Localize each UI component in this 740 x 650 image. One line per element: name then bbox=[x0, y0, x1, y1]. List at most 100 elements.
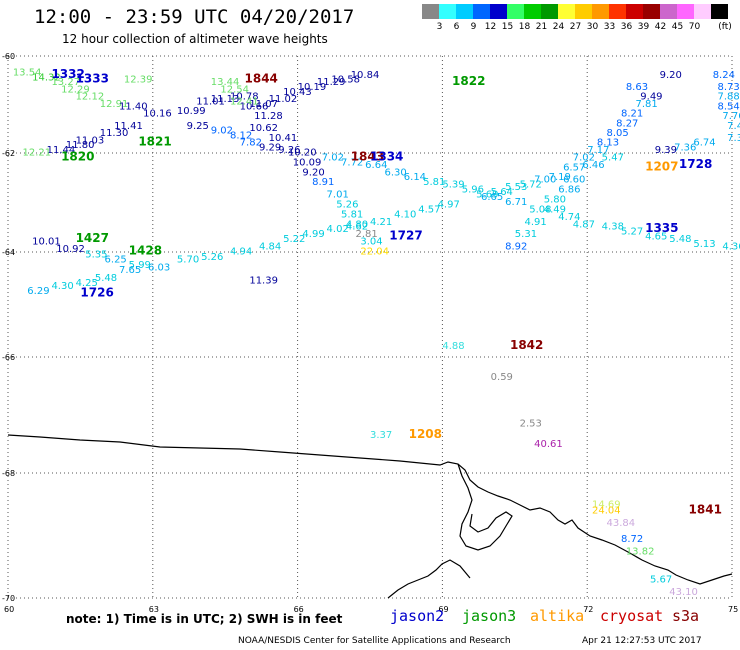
chart-title: 12:00 - 23:59 UTC 04/20/2017 bbox=[34, 6, 355, 28]
wave-height-label: 13.82 bbox=[626, 546, 655, 557]
wave-height-label: 7.00 bbox=[534, 175, 556, 186]
wave-height-label: 7.36 bbox=[674, 143, 696, 154]
wave-height-label: 5.53 bbox=[505, 182, 527, 193]
wave-height-label: 10.43 bbox=[283, 87, 312, 98]
lat-tick-label: -70 bbox=[2, 594, 15, 603]
wave-height-label: 7.82 bbox=[240, 138, 262, 149]
wave-height-label: 6.03 bbox=[148, 262, 170, 273]
wave-height-label: 5.26 bbox=[336, 199, 358, 210]
wave-height-label: 4.02 bbox=[327, 224, 349, 235]
wave-height-label: 7.37 bbox=[727, 133, 740, 144]
wave-height-label: 5.08 bbox=[529, 204, 551, 215]
wave-height-label: 11.40 bbox=[119, 101, 148, 112]
pass-time-label: 1726 bbox=[80, 286, 113, 300]
lon-tick-label: 72 bbox=[583, 605, 593, 614]
lat-tick-label: -60 bbox=[2, 52, 15, 61]
pass-time-label: 1727 bbox=[389, 229, 422, 243]
wave-height-label: 8.92 bbox=[505, 242, 527, 253]
wave-height-label: 7.02 bbox=[322, 152, 344, 163]
axis-ticks: 60 63 66 69 72 75 -60 -62 -64 -66 -68 -70 bbox=[2, 52, 738, 614]
pass-time-label: 1842 bbox=[510, 338, 543, 352]
legend-unit: (ft) bbox=[718, 22, 732, 32]
legend-swatch bbox=[473, 4, 490, 19]
wave-height-label: 11.29 bbox=[317, 77, 346, 88]
satellite-s3a: s3a bbox=[672, 607, 700, 625]
pass-time-label: 1334 bbox=[370, 149, 403, 163]
wave-height-label: 5.96 bbox=[462, 185, 484, 196]
wave-height-label: 8.21 bbox=[621, 109, 643, 120]
wave-height-label: 22.04 bbox=[360, 247, 389, 258]
wave-height-label: 7.01 bbox=[327, 190, 349, 201]
wave-height-label: 5.48 bbox=[669, 234, 691, 245]
wave-height-label: 4.88 bbox=[442, 341, 464, 352]
wave-height-label: 10.16 bbox=[143, 109, 172, 120]
legend-swatch bbox=[694, 4, 711, 19]
wave-height-label: 12.21 bbox=[22, 147, 51, 158]
wave-height-label: 11.03 bbox=[76, 135, 105, 146]
wave-height-label: 13.44 bbox=[211, 77, 240, 88]
legend-label: 39 bbox=[637, 22, 650, 32]
wave-height-label: 8.73 bbox=[718, 82, 740, 93]
wave-height-label: 8.63 bbox=[626, 82, 648, 93]
pass-time-label: 1335 bbox=[645, 221, 678, 235]
wave-height-label: 11.13 bbox=[211, 94, 240, 105]
wave-height-label: 8.13 bbox=[597, 138, 619, 149]
legend-label: 30 bbox=[586, 22, 599, 32]
wave-height-label: 9.20 bbox=[660, 70, 682, 81]
wave-height-label: 2.53 bbox=[520, 419, 542, 430]
wave-height-label: 7.65 bbox=[119, 265, 141, 276]
wave-height-label: 0.59 bbox=[491, 372, 513, 383]
wave-height-label: 7.72 bbox=[341, 157, 363, 168]
wave-height-label: 9.39 bbox=[655, 145, 677, 156]
note-text: note: 1) Time is in UTC; 2) SWH is in fe… bbox=[66, 612, 343, 626]
wave-height-label: 43.84 bbox=[607, 518, 636, 529]
wave-height-label: 12.12 bbox=[76, 92, 105, 103]
wave-height-label: 10.84 bbox=[351, 70, 380, 81]
wave-height-label: 10.62 bbox=[249, 123, 278, 134]
legend-label: 15 bbox=[501, 22, 514, 32]
wave-height-label: 4.87 bbox=[573, 219, 595, 230]
pass-time-label: 1822 bbox=[452, 74, 485, 88]
wave-height-label: 6.25 bbox=[105, 255, 127, 266]
pass-time-label: 1207 bbox=[645, 159, 678, 173]
wave-height-label: 8.54 bbox=[718, 101, 740, 112]
wave-height-label: 3.04 bbox=[360, 237, 382, 248]
wave-height-label: 5.99 bbox=[129, 260, 151, 271]
legend-swatch bbox=[626, 4, 643, 19]
wave-height-label: 6.14 bbox=[404, 172, 426, 183]
wave-height-label: 10.99 bbox=[177, 106, 206, 117]
legend-swatch bbox=[507, 4, 524, 19]
legend-label: 3 bbox=[436, 22, 443, 32]
legend-label: 33 bbox=[603, 22, 616, 32]
lon-tick-label: 75 bbox=[728, 605, 738, 614]
wave-height-label: 6.29 bbox=[27, 286, 49, 297]
wave-height-label: 12.54 bbox=[220, 84, 249, 95]
wave-height-label: 4.25 bbox=[76, 278, 98, 289]
wave-height-label: 8.91 bbox=[312, 177, 334, 188]
wave-height-label: 4.74 bbox=[558, 212, 580, 223]
footer-timestamp: Apr 21 12:27:53 UTC 2017 bbox=[582, 636, 702, 646]
legend-swatch bbox=[422, 4, 439, 19]
satellite-jason2: jason2 bbox=[390, 607, 445, 625]
legend-swatch bbox=[456, 4, 473, 19]
legend-label: 24 bbox=[552, 22, 565, 32]
wave-height-label: 5.81 bbox=[423, 177, 445, 188]
wave-height-label: 4.30 bbox=[51, 281, 73, 292]
wave-height-label: 8.27 bbox=[616, 118, 638, 129]
wave-height-label: 24.04 bbox=[592, 506, 621, 517]
pass-time-label: 1332 bbox=[51, 67, 84, 81]
wave-height-label: 12.29 bbox=[61, 84, 90, 95]
legend-label: 12 bbox=[484, 22, 497, 32]
wave-height-label: 4.57 bbox=[418, 204, 440, 215]
legend-swatch bbox=[609, 4, 626, 19]
wave-height-label: 8.05 bbox=[607, 128, 629, 139]
wave-height-label: 11.80 bbox=[66, 140, 95, 151]
coastline bbox=[7, 434, 733, 599]
wave-height-label: 10.20 bbox=[288, 147, 317, 158]
wave-height-label: 6.64 bbox=[365, 160, 387, 171]
legend-label: 9 bbox=[470, 22, 477, 32]
wave-height-label: 6.46 bbox=[582, 160, 604, 171]
wave-height-label: 4.97 bbox=[438, 199, 460, 210]
wave-height-label: 7.76 bbox=[722, 111, 740, 122]
